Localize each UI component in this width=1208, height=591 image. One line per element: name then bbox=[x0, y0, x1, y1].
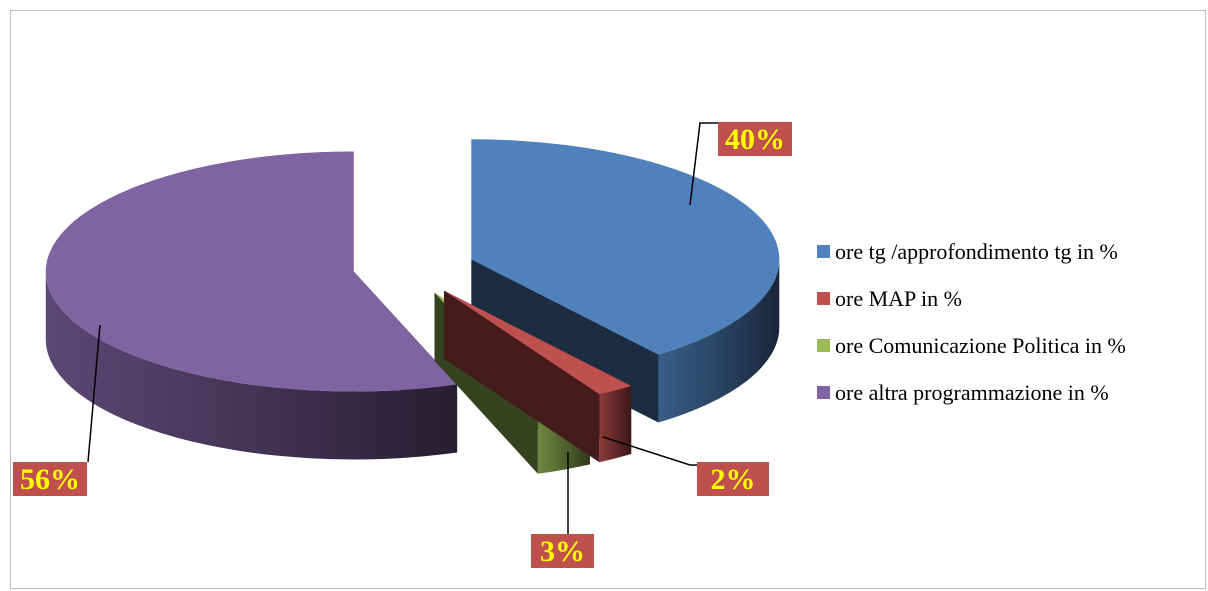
pie-slice bbox=[45, 151, 458, 460]
data-label-box bbox=[697, 462, 769, 496]
slice-top bbox=[471, 139, 780, 355]
data-label-box bbox=[531, 534, 594, 568]
data-label-box bbox=[13, 462, 87, 496]
slice-top bbox=[45, 151, 458, 392]
slice-top bbox=[444, 290, 632, 395]
data-label: 40% bbox=[689, 122, 792, 206]
pie-slice bbox=[444, 290, 632, 463]
legend-item: ore Comunicazione Politica in % bbox=[817, 322, 1126, 369]
data-label: 2% bbox=[602, 436, 769, 496]
legend-swatch bbox=[817, 245, 830, 258]
leader-line bbox=[602, 436, 697, 466]
legend-swatch bbox=[817, 339, 830, 352]
leader-line bbox=[689, 122, 718, 206]
slice-side bbox=[599, 385, 632, 463]
legend-label: ore MAP in % bbox=[835, 285, 962, 311]
data-label-text: 2% bbox=[711, 463, 756, 496]
data-label: 56% bbox=[13, 324, 101, 496]
data-label-text: 3% bbox=[540, 535, 585, 568]
legend-label: ore tg /approfondimento tg in % bbox=[835, 238, 1118, 264]
slice-side bbox=[45, 271, 458, 460]
legend: ore tg /approfondimento tg in % ore MAP … bbox=[817, 228, 1126, 416]
slice-side bbox=[658, 259, 780, 423]
legend-swatch bbox=[817, 386, 830, 399]
slice-wall bbox=[444, 290, 600, 463]
legend-item: ore altra programmazione in % bbox=[817, 369, 1126, 416]
data-label-text: 56% bbox=[20, 463, 80, 496]
data-label-box bbox=[718, 122, 792, 156]
leader-line bbox=[87, 324, 101, 463]
legend-label: ore altra programmazione in % bbox=[835, 379, 1109, 405]
data-label-text: 40% bbox=[725, 123, 785, 156]
data-label: 3% bbox=[531, 452, 594, 568]
legend-item: ore MAP in % bbox=[817, 275, 1126, 322]
legend-item: ore tg /approfondimento tg in % bbox=[817, 228, 1126, 275]
legend-label: ore Comunicazione Politica in % bbox=[835, 332, 1126, 358]
legend-swatch bbox=[817, 292, 830, 305]
